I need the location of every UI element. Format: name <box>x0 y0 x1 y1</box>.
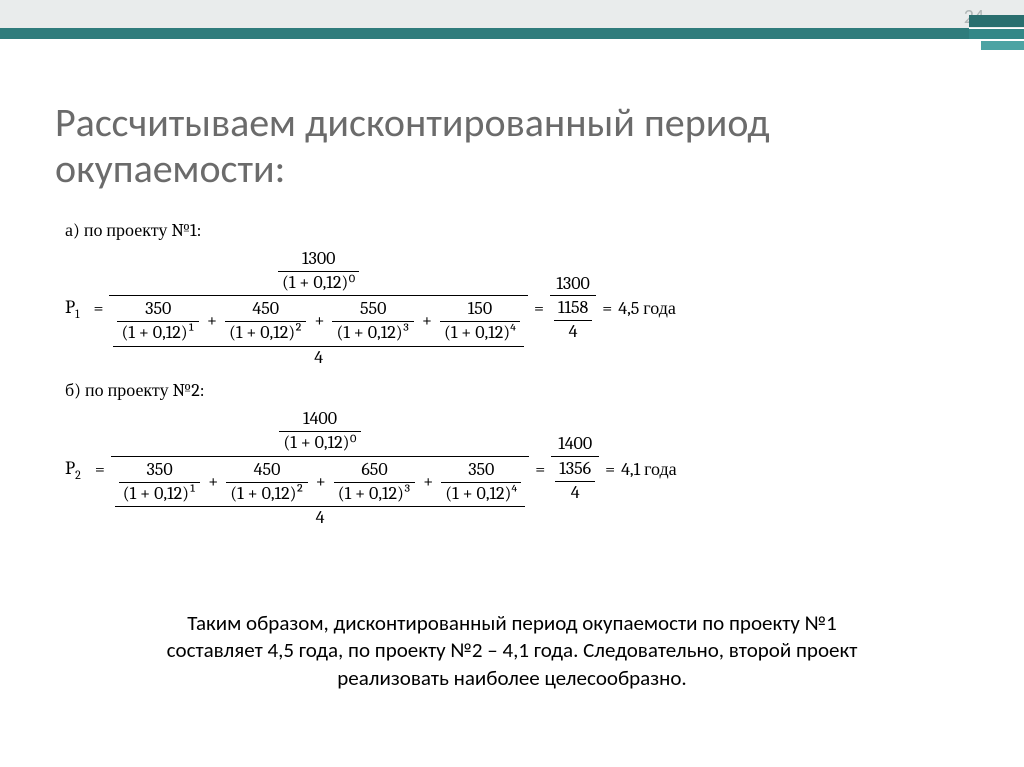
slide-top-bar: 24 <box>0 0 1024 28</box>
result-value-p2: 4,1 года <box>621 459 677 480</box>
equals-sign: = <box>602 298 612 319</box>
slide-content: а) по проекту №1: P1 = 1300 (1 + 0,12)⁰ … <box>65 220 992 541</box>
main-fraction-p2: 1400 (1 + 0,12)⁰ 350(1 + 0,12)¹ + 450(1 … <box>111 407 529 530</box>
project-a-label: а) по проекту №1: <box>65 220 992 241</box>
result-fraction-p1: 1300 1158 4 <box>550 273 596 345</box>
slide-title: Рассчитываем дисконтированный период оку… <box>55 100 969 192</box>
variable-p2: P2 <box>65 457 81 482</box>
equals-sign: = <box>95 459 105 480</box>
equals-sign: = <box>534 298 544 319</box>
teal-decor-bar <box>0 28 969 39</box>
formula-p1: P1 = 1300 (1 + 0,12)⁰ 350(1 + 0,12)¹ + <box>65 247 992 370</box>
conclusion-text: Таким образом, дисконтированный период о… <box>165 610 859 692</box>
teal-decor-corner <box>969 15 1024 50</box>
equals-sign: = <box>605 459 615 480</box>
equals-sign: = <box>94 298 104 319</box>
result-value-p1: 4,5 года <box>618 298 676 319</box>
variable-p1: P1 <box>65 296 80 321</box>
equals-sign: = <box>535 459 545 480</box>
result-fraction-p2: 1400 1356 4 <box>551 433 599 505</box>
project-b-label: б) по проекту №2: <box>65 380 992 401</box>
main-fraction-p1: 1300 (1 + 0,12)⁰ 350(1 + 0,12)¹ + 450(1 … <box>109 247 527 370</box>
formula-p2: P2 = 1400 (1 + 0,12)⁰ 350(1 + 0,12)¹ + <box>65 407 992 530</box>
